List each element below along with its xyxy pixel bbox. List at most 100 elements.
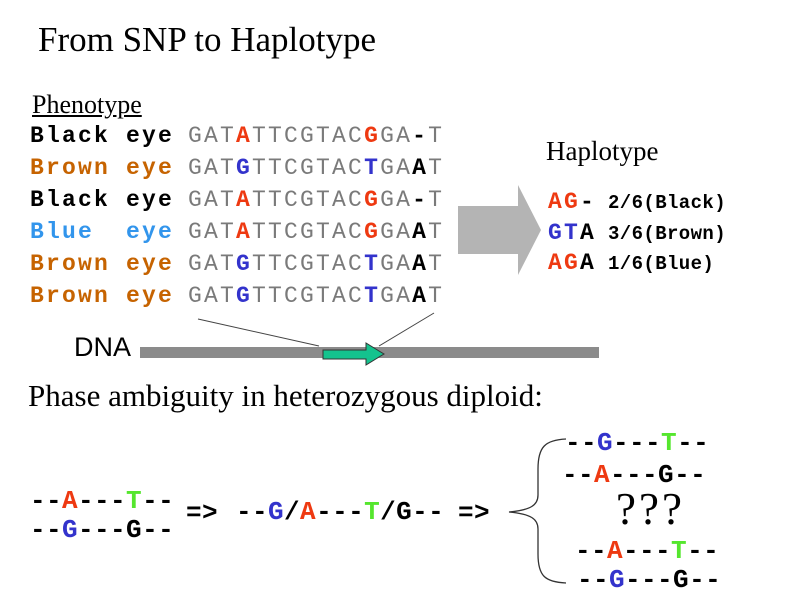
allele-run-gray: T xyxy=(428,123,445,149)
phenotype-label: Black eye xyxy=(30,187,175,213)
allele-run-black: --- xyxy=(78,486,127,516)
allele-run-blue: T xyxy=(364,155,381,181)
allele-run-green: T xyxy=(671,536,688,566)
gene-marker-arrow-icon xyxy=(322,342,385,366)
allele-run-red: A xyxy=(236,219,253,245)
dna-sequence: GATATTCGTACGGA-T xyxy=(188,184,444,216)
funnel-line-right xyxy=(378,312,435,347)
allele-run-black: / xyxy=(284,497,301,527)
slide-title: From SNP to Haplotype xyxy=(38,20,377,59)
allele-run-gray: TTCGTAC xyxy=(252,187,365,213)
allele-run-gray: TTCGTAC xyxy=(252,155,365,181)
allele-run-green: T xyxy=(364,497,381,527)
allele-run-blue: G xyxy=(268,497,285,527)
allele-run-black: A xyxy=(412,155,429,181)
allele-run-black: -- xyxy=(677,428,710,458)
allele-run-black: A xyxy=(580,219,597,246)
allele-run-red: A xyxy=(607,536,624,566)
possible-haplotype-row: --A---G-- xyxy=(562,460,706,490)
dna-sequence: GATATTCGTACGGA-T xyxy=(188,120,444,152)
allele-run-gray: GA xyxy=(380,187,413,213)
allele-run-black: -- xyxy=(565,428,598,458)
allele-run-red: G xyxy=(364,187,381,213)
phase-heading: Phase ambiguity in heterozygous diploid: xyxy=(28,378,543,413)
allele-run-blue: G xyxy=(236,155,253,181)
allele-run-green: T xyxy=(126,486,143,516)
allele-run-red: A xyxy=(62,486,79,516)
allele-run-black: -- xyxy=(689,565,722,595)
phenotype-label: Brown eye xyxy=(30,155,175,181)
allele-run-black: -- xyxy=(30,515,63,545)
allele-run-gray: GAT xyxy=(188,187,237,213)
allele-run-red: A xyxy=(236,123,253,149)
haplotype-frequency: 2/6(Black) xyxy=(608,192,727,214)
allele-run-black: -- xyxy=(687,536,720,566)
allele-run-blue: G xyxy=(62,515,79,545)
allele-run-green: T xyxy=(661,428,678,458)
haplotype-alleles: AGA xyxy=(548,247,596,279)
allele-run-black: -- xyxy=(562,460,595,490)
chromosome-top: --A---T-- xyxy=(30,486,174,516)
merged-genotype: --G/A---T/G-- xyxy=(236,497,444,527)
allele-run-blue: T xyxy=(364,251,381,277)
allele-run-black: -- xyxy=(30,486,63,516)
possible-haplotype-row: --G---T-- xyxy=(565,428,709,458)
allele-run-black: --- xyxy=(78,515,127,545)
possible-haplotype-row: --A---T-- xyxy=(575,536,719,566)
allele-run-gray: GA xyxy=(380,155,413,181)
allele-run-black: G xyxy=(673,565,690,595)
phenotype-label: Blue eye xyxy=(30,219,175,245)
allele-run-blue: GT xyxy=(548,219,581,246)
allele-run-red: AG xyxy=(548,250,581,276)
allele-run-black: - xyxy=(412,187,429,213)
haplotype-heading: Haplotype xyxy=(546,136,659,166)
allele-run-black: G xyxy=(658,460,675,490)
allele-run-red: A xyxy=(236,187,253,213)
allele-run-black: --- xyxy=(613,428,662,458)
haplotype-frequency: 3/6(Brown) xyxy=(608,222,727,245)
allele-run-blue: G xyxy=(597,428,614,458)
allele-run-black: - xyxy=(412,123,429,149)
allele-run-gray: GAT xyxy=(188,219,237,245)
allele-run-black: -- xyxy=(142,515,175,545)
allele-run-black: --- xyxy=(316,497,365,527)
allele-run-black: A xyxy=(412,219,429,245)
allele-run-black: -- xyxy=(142,486,175,516)
dna-sequence: GATGTTCGTACTGAAT xyxy=(188,248,444,280)
allele-run-black: / xyxy=(380,497,397,527)
implies-arrow: => xyxy=(186,498,219,528)
allele-run-gray: GAT xyxy=(188,155,237,181)
allele-run-black: -- xyxy=(236,497,269,527)
allele-run-gray: GAT xyxy=(188,251,237,277)
allele-run-gray: GA xyxy=(380,219,413,245)
allele-run-red: G xyxy=(364,123,381,149)
allele-run-black: -- xyxy=(575,536,608,566)
allele-run-gray: TTCGTAC xyxy=(252,283,365,309)
allele-run-black: -- xyxy=(674,460,707,490)
chromosome-bottom: --G---G-- xyxy=(30,515,174,545)
allele-run-gray: GAT xyxy=(188,283,237,309)
allele-run-gray: GA xyxy=(380,123,413,149)
allele-run-black: A xyxy=(412,251,429,277)
allele-run-gray: TTCGTAC xyxy=(252,219,365,245)
haplotype-alleles: AG- xyxy=(548,186,596,218)
allele-run-black: --- xyxy=(623,536,672,566)
allele-run-black: -- xyxy=(412,497,445,527)
phenotype-label: Brown eye xyxy=(30,251,175,277)
allele-run-gray: GA xyxy=(380,283,413,309)
implies-arrow: => xyxy=(458,498,491,528)
dna-bar xyxy=(140,347,599,358)
funnel-line-left xyxy=(197,318,320,347)
allele-run-red: G xyxy=(364,219,381,245)
dna-sequence: GATGTTCGTACTGAAT xyxy=(188,152,444,184)
allele-run-black: A xyxy=(412,283,429,309)
allele-run-gray: T xyxy=(428,187,445,213)
dna-sequence: GATATTCGTACGGAAT xyxy=(188,216,444,248)
allele-run-gray: GAT xyxy=(188,123,237,149)
allele-run-black: --- xyxy=(610,460,659,490)
allele-run-blue: T xyxy=(364,283,381,309)
allele-run-black: -- xyxy=(577,565,610,595)
allele-run-blue: G xyxy=(236,283,253,309)
allele-run-gray: T xyxy=(428,251,445,277)
